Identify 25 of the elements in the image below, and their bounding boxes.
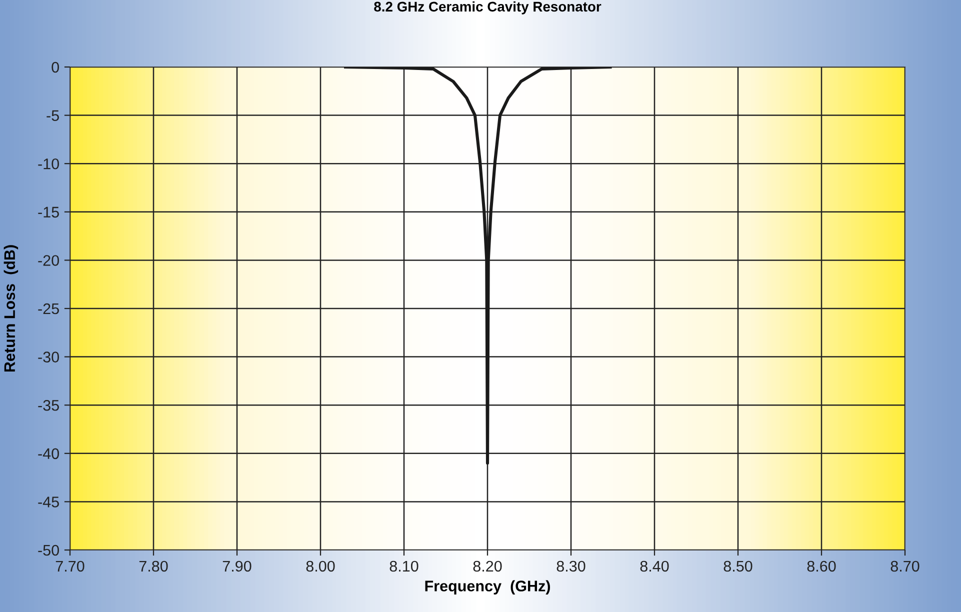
y-tick-label: -25 xyxy=(38,303,59,314)
y-tick-label: -20 xyxy=(38,255,59,266)
y-tick-label: -45 xyxy=(38,496,59,508)
y-tick-label: -40 xyxy=(38,448,59,460)
y-tick-label: -15 xyxy=(38,206,59,218)
x-axis-title: Frequency (GHz) xyxy=(425,580,550,594)
x-tick-label: 8.00 xyxy=(306,560,335,572)
y-tick-label: 0 xyxy=(52,62,59,73)
x-tick-label: 7.90 xyxy=(222,560,252,572)
x-tick-label: 8.30 xyxy=(556,560,586,572)
y-tick-label: -10 xyxy=(38,158,59,170)
x-tick-label: 8.20 xyxy=(473,560,502,572)
x-tick-label: 8.50 xyxy=(724,560,752,572)
y-tick-label: -5 xyxy=(46,110,59,121)
y-tick-label: -35 xyxy=(38,400,59,411)
chart-title: 8.2 GHz Ceramic Cavity Resonator xyxy=(374,1,602,14)
x-tick-label: 8.60 xyxy=(807,560,836,572)
y-tick-label: -30 xyxy=(38,352,59,362)
x-tick-label: 7.70 xyxy=(56,560,84,572)
x-tick-label: 8.40 xyxy=(640,560,669,572)
x-tick-label: 7.80 xyxy=(139,560,168,572)
x-tick-label: 8.10 xyxy=(390,560,418,572)
y-tick-label: -50 xyxy=(38,544,59,556)
y-axis-title: Return Loss (dB) xyxy=(4,245,18,372)
x-tick-label: 8.70 xyxy=(890,560,920,572)
